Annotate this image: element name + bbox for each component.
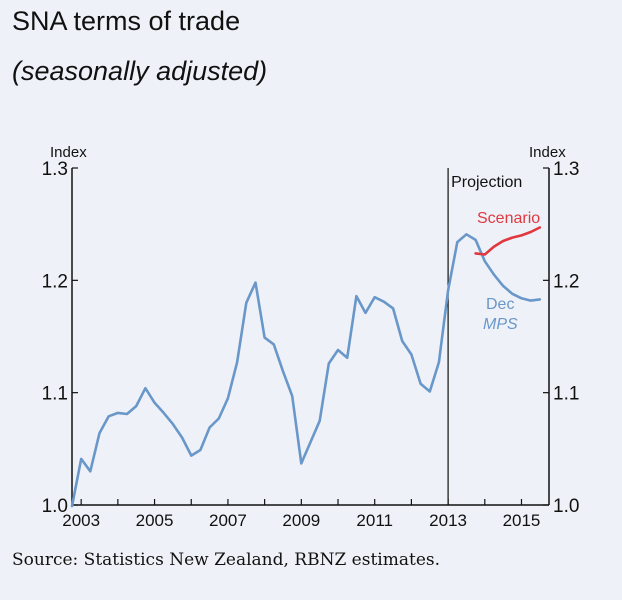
series-label-dec: Dec xyxy=(486,296,514,313)
x-tick-label: 2007 xyxy=(209,511,247,530)
x-tick-label: 2015 xyxy=(503,511,541,530)
y-tick-label-left: 1.1 xyxy=(42,384,68,405)
series-line-scenario xyxy=(474,226,542,256)
chart-labels: Index Index Projection Scenario Dec MPS xyxy=(50,144,566,333)
chart-title: SNA terms of trade xyxy=(12,6,241,36)
y-tick-label-right: 1.3 xyxy=(553,159,579,180)
series-lines xyxy=(70,226,542,508)
y-tick-label-right: 1.2 xyxy=(553,271,579,292)
source-note: Source: Statistics New Zealand, RBNZ est… xyxy=(12,550,441,570)
x-tick-label: 2003 xyxy=(62,511,100,530)
y-axis-title-right: Index xyxy=(529,144,566,161)
x-tick-label: 2009 xyxy=(282,511,320,530)
y-tick-label-left: 1.2 xyxy=(42,271,68,292)
projection-label: Projection xyxy=(451,174,522,191)
x-tick-label: 2013 xyxy=(429,511,467,530)
axes: 1.0 1.0 1.1 1.1 1.2 1.2 1.3 1.3 2003 2005 2007 2009… xyxy=(42,159,580,530)
y-tick-label-left: 1.0 xyxy=(42,496,68,517)
series-line-dec-mps xyxy=(70,233,542,508)
series-label-scenario: Scenario xyxy=(477,210,540,227)
y-tick-label-right: 1.0 xyxy=(553,496,579,517)
chart-subtitle: (seasonally adjusted) xyxy=(12,56,268,86)
series-label-mps: MPS xyxy=(483,316,518,333)
x-tick-label: 2011 xyxy=(356,511,393,530)
y-axis-title-left: Index xyxy=(50,144,87,161)
y-tick-label-left: 1.3 xyxy=(42,159,68,180)
y-tick-label-right: 1.1 xyxy=(553,384,579,405)
x-tick-label: 2005 xyxy=(136,511,174,530)
